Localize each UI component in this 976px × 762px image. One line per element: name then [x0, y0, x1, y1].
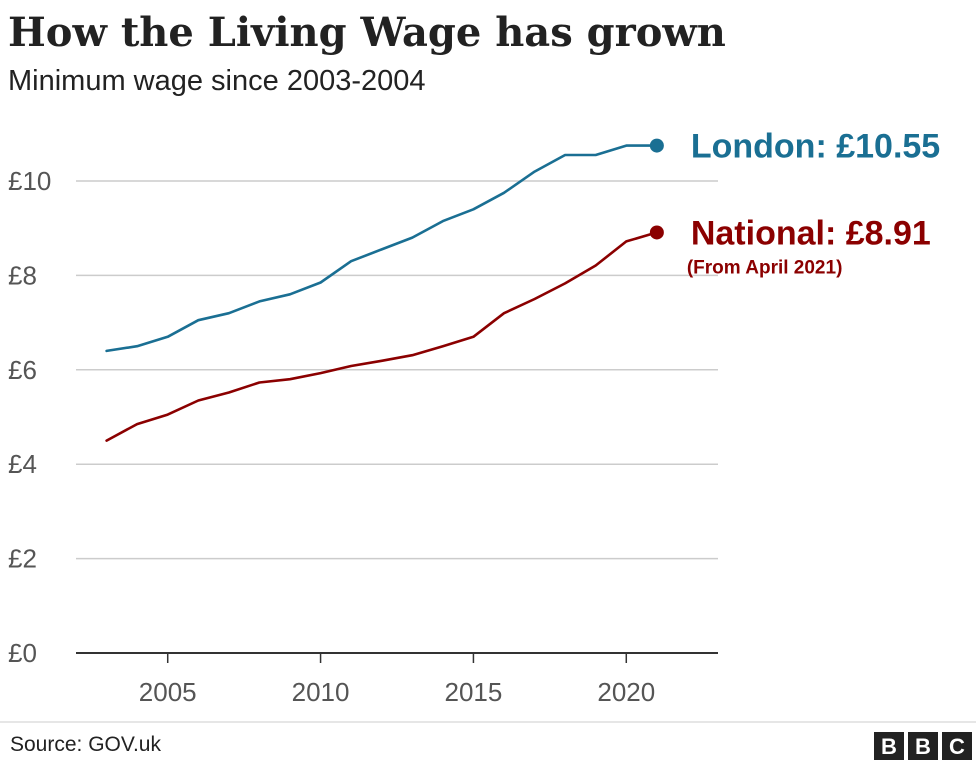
- chart-subtitle: Minimum wage since 2003-2004: [8, 65, 426, 97]
- endpoint-marker-national: [649, 225, 664, 240]
- source-note: Source: GOV.uk: [10, 733, 161, 756]
- bbc-logo-block: [908, 732, 938, 760]
- bbc-logo-letter: C: [949, 734, 965, 759]
- y-tick-label: £0: [8, 638, 37, 668]
- label-layer: London: £10.55 National: £8.91 (From April…: [687, 128, 940, 279]
- axis-layer: £0 £2 £4 £6 £8 £10 2005 2010 2015 2020: [8, 166, 718, 707]
- y-tick-label: £2: [8, 544, 37, 574]
- end-label-national: National: £8.91: [691, 214, 931, 252]
- y-tick-label: £8: [8, 260, 37, 290]
- bbc-logo-letter: B: [881, 734, 897, 759]
- bbc-logo-block: [942, 732, 972, 760]
- y-tick-label: £4: [8, 449, 37, 479]
- series-layer: [105, 138, 664, 442]
- bbc-logo-letter: B: [915, 734, 931, 759]
- end-label-london: London: £10.55: [691, 128, 940, 166]
- end-note-national: (From April 2021): [687, 257, 843, 278]
- x-tick-label: 2015: [445, 677, 503, 707]
- x-tick-label: 2010: [292, 677, 350, 707]
- y-tick-label: £10: [8, 166, 51, 196]
- grid-layer: [76, 180, 718, 560]
- endpoint-marker-london: [649, 138, 664, 153]
- y-tick-label: £6: [8, 355, 37, 385]
- x-tick-label: 2020: [597, 677, 655, 707]
- series-line-national: [105, 231, 659, 442]
- x-tick-label: 2005: [139, 677, 197, 707]
- series-line-london: [105, 144, 659, 353]
- bbc-logo-block: [874, 732, 904, 760]
- chart-title: How the Living Wage has grown: [8, 9, 726, 56]
